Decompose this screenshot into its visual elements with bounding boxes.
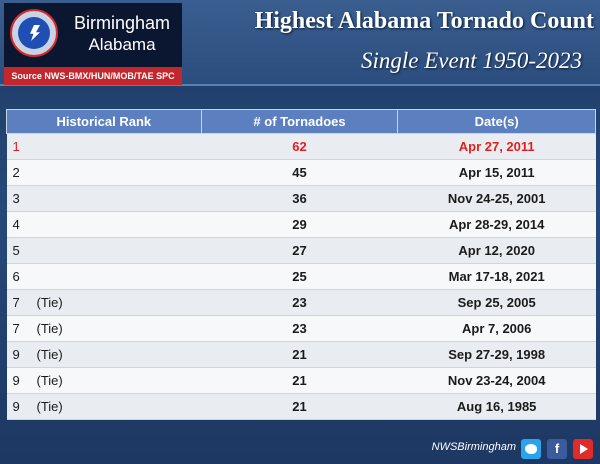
table-row: 6 25 Mar 17-18, 2021 xyxy=(6,263,596,290)
date-cell: Apr 12, 2020 xyxy=(397,237,596,264)
tornado-count-cell: 45 xyxy=(201,159,398,186)
rank-cell: 4 xyxy=(6,211,202,238)
table-row: 7 (Tie) 23 Apr 7, 2006 xyxy=(6,315,596,342)
table-row: 9 (Tie) 21 Nov 23-24, 2004 xyxy=(6,367,596,394)
rank-number: 9 xyxy=(12,373,20,388)
rank-cell: 9 (Tie) xyxy=(6,367,202,394)
tie-label: (Tie) xyxy=(36,399,63,414)
tie-label: (Tie) xyxy=(36,295,63,310)
tornado-count-cell: 62 xyxy=(201,133,398,160)
table-row: 9 (Tie) 21 Aug 16, 1985 xyxy=(6,393,596,420)
tornado-count-table: Historical Rank # of Tornadoes Date(s) 1… xyxy=(6,109,596,420)
rank-cell: 5 xyxy=(6,237,202,264)
tornado-count-cell: 21 xyxy=(201,341,398,368)
date-cell: Nov 23-24, 2004 xyxy=(397,367,596,394)
rank-cell: 3 xyxy=(6,185,202,212)
table-row: 4 29 Apr 28-29, 2014 xyxy=(6,211,596,238)
table-row: 2 45 Apr 15, 2011 xyxy=(6,159,596,186)
rank-cell: 2 xyxy=(6,159,202,186)
tornado-count-cell: 27 xyxy=(201,237,398,264)
header-band: Birmingham Alabama Source NWS-BMX/HUN/MO… xyxy=(0,0,600,86)
rank-number: 7 xyxy=(12,295,20,310)
page-subtitle: Single Event 1950-2023 xyxy=(360,48,582,73)
table-row: 9 (Tie) 21 Sep 27-29, 1998 xyxy=(6,341,596,368)
source-credit: Source NWS-BMX/HUN/MOB/TAE SPC xyxy=(4,67,182,85)
rank-number: 9 xyxy=(12,347,20,362)
rank-number: 2 xyxy=(12,165,20,180)
rank-cell: 1 xyxy=(6,133,202,160)
date-cell: Apr 7, 2006 xyxy=(397,315,596,342)
tornado-count-cell: 21 xyxy=(201,393,398,420)
tornado-count-cell: 23 xyxy=(201,289,398,316)
date-cell: Sep 27-29, 1998 xyxy=(397,341,596,368)
twitter-icon[interactable] xyxy=(521,439,541,459)
tornado-count-cell: 23 xyxy=(201,315,398,342)
tornado-count-cell: 21 xyxy=(201,367,398,394)
rank-number: 3 xyxy=(12,191,20,206)
tornado-count-cell: 29 xyxy=(201,211,398,238)
date-cell: Mar 17-18, 2021 xyxy=(397,263,596,290)
rank-number: 6 xyxy=(12,269,20,284)
rank-cell: 9 (Tie) xyxy=(6,393,202,420)
rank-number: 5 xyxy=(12,243,20,258)
table-header-row: Historical Rank # of Tornadoes Date(s) xyxy=(6,109,596,134)
table-row: 1 62 Apr 27, 2011 xyxy=(6,133,596,160)
rank-cell: 9 (Tie) xyxy=(6,341,202,368)
date-cell: Sep 25, 2005 xyxy=(397,289,596,316)
rank-number: 4 xyxy=(12,217,20,232)
page-title: Highest Alabama Tornado Count xyxy=(254,8,594,34)
nws-seal-icon xyxy=(10,9,58,57)
tie-label: (Tie) xyxy=(36,321,63,336)
column-header-count: # of Tornadoes xyxy=(200,109,399,134)
date-cell: Apr 27, 2011 xyxy=(397,133,596,160)
table-row: 3 36 Nov 24-25, 2001 xyxy=(6,185,596,212)
table-row: 7 (Tie) 23 Sep 25, 2005 xyxy=(6,289,596,316)
logo-city: Birmingham xyxy=(73,13,171,33)
rank-cell: 7 (Tie) xyxy=(6,315,202,342)
date-cell: Aug 16, 1985 xyxy=(397,393,596,420)
date-cell: Apr 28-29, 2014 xyxy=(397,211,596,238)
rank-number: 1 xyxy=(12,139,20,154)
facebook-icon[interactable]: f xyxy=(547,439,567,459)
rank-number: 7 xyxy=(12,321,20,336)
youtube-icon[interactable] xyxy=(573,439,593,459)
column-header-date: Date(s) xyxy=(397,109,596,134)
tornado-count-cell: 25 xyxy=(201,263,398,290)
footer-handle[interactable]: NWSBirmingham xyxy=(431,441,516,453)
tie-label: (Tie) xyxy=(36,373,63,388)
nws-logo: Birmingham Alabama Source NWS-BMX/HUN/MO… xyxy=(4,3,182,85)
tornado-count-cell: 36 xyxy=(201,185,398,212)
column-header-rank: Historical Rank xyxy=(6,109,202,134)
tie-label: (Tie) xyxy=(36,347,63,362)
date-cell: Apr 15, 2011 xyxy=(397,159,596,186)
table-row: 5 27 Apr 12, 2020 xyxy=(6,237,596,264)
rank-cell: 6 xyxy=(6,263,202,290)
logo-state: Alabama xyxy=(88,35,156,54)
rank-cell: 7 (Tie) xyxy=(6,289,202,316)
rank-number: 9 xyxy=(12,399,20,414)
date-cell: Nov 24-25, 2001 xyxy=(397,185,596,212)
